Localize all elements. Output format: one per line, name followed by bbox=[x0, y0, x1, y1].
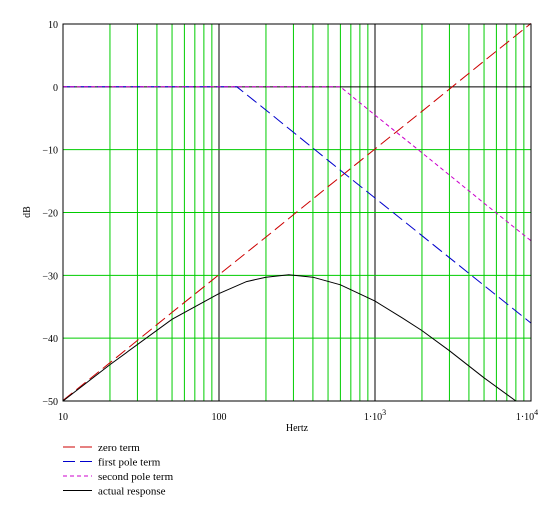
x-tick-label: 10 bbox=[58, 412, 68, 423]
series-lines bbox=[62, 23, 532, 402]
legend: zero term first pole term second pole term… bbox=[63, 442, 174, 498]
legend-label-1: first pole term bbox=[98, 457, 161, 469]
y-tick-label: −40 bbox=[42, 334, 58, 345]
series-line-3 bbox=[62, 274, 517, 402]
y-tick-label: −50 bbox=[42, 397, 58, 408]
x-tick-label: 1·104 bbox=[516, 408, 538, 423]
y-tick-labels: 10 0 −10 −20 −30 −40 −50 bbox=[42, 20, 58, 408]
legend-label-2: second pole term bbox=[98, 471, 174, 483]
series-line-1 bbox=[63, 86, 532, 324]
legend-label-3: actual response bbox=[98, 486, 166, 498]
y-tick-label: −10 bbox=[42, 146, 58, 157]
y-tick-label: −30 bbox=[42, 271, 58, 282]
y-axis-label: dB bbox=[22, 206, 33, 218]
x-axis-label: Hertz bbox=[286, 423, 309, 434]
x-tick-label: 100 bbox=[212, 412, 227, 423]
x-tick-label: 1·103 bbox=[364, 408, 386, 423]
y-tick-label: 10 bbox=[48, 20, 58, 31]
grid bbox=[63, 24, 531, 401]
series-line-0 bbox=[62, 23, 532, 401]
series-line-2 bbox=[63, 86, 532, 242]
y-tick-label: −20 bbox=[42, 209, 58, 220]
x-tick-labels: 10 100 1·103 1·104 bbox=[58, 408, 538, 423]
y-tick-label: 0 bbox=[53, 83, 58, 94]
legend-label-0: zero term bbox=[98, 442, 140, 454]
plot-frame bbox=[62, 23, 532, 402]
